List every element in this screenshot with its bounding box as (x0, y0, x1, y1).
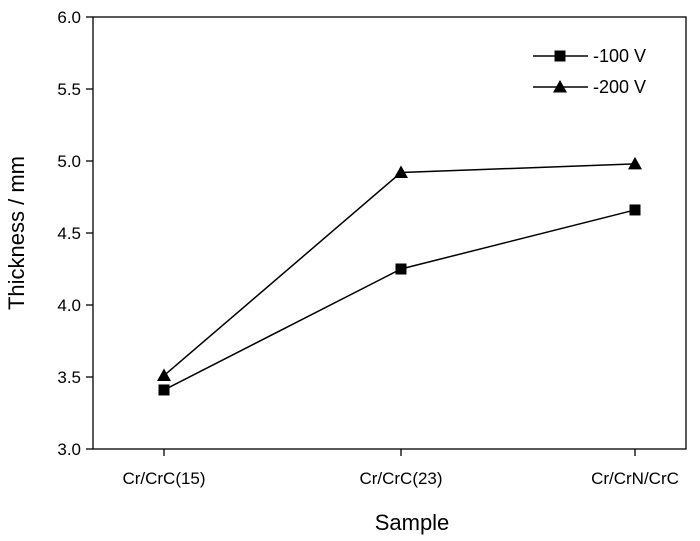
triangle-marker (628, 156, 642, 170)
square-marker (395, 263, 407, 275)
triangle-marker (553, 80, 567, 93)
square-marker (158, 384, 170, 396)
y-tick-label: 3.0 (57, 440, 81, 459)
series-layer (157, 156, 642, 396)
y-tick-label: 5.0 (57, 152, 81, 171)
series-line (163, 209, 636, 391)
legend: -100 V -200 V (533, 46, 646, 97)
y-tick-label: 4.5 (57, 224, 81, 243)
series-triangle (157, 156, 642, 382)
legend-label: -100 V (593, 46, 646, 66)
y-tick-label: 5.5 (57, 80, 81, 99)
y-axis-title: Thickness / mm (4, 156, 29, 310)
legend-label: -200 V (593, 77, 646, 97)
x-axis-title: Sample (375, 510, 450, 535)
y-tick-label: 6.0 (57, 8, 81, 27)
y-tick-label: 4.0 (57, 296, 81, 315)
x-tick-label: Cr/CrN/CrC (591, 469, 679, 488)
square-marker (629, 204, 641, 216)
y-tick-label: 3.5 (57, 368, 81, 387)
triangle-marker (394, 165, 408, 179)
x-tick-label: Cr/CrC(23) (359, 469, 442, 488)
series-square (158, 204, 641, 396)
square-marker (554, 50, 566, 62)
x-tick-label: Cr/CrC(15) (122, 469, 205, 488)
triangle-marker (157, 368, 171, 382)
x-axis: Cr/CrC(15) Cr/CrC(23) Cr/CrN/CrC (122, 449, 679, 488)
y-axis: 3.0 3.5 4.0 4.5 5.0 5.5 6.0 (57, 8, 93, 459)
